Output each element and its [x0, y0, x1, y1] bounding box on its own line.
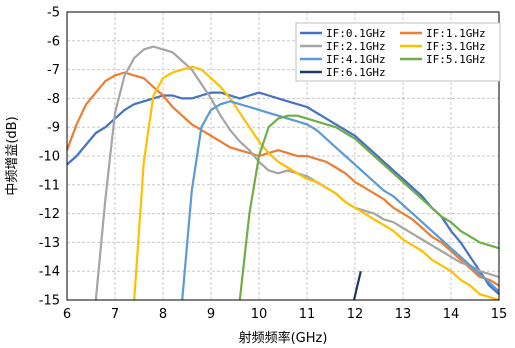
series-layer: [65, 45, 500, 302]
series-line-if-5-1ghz: [238, 114, 500, 301]
y-tick-label: -6: [47, 34, 60, 49]
legend-entry: IF:4.1GHz: [326, 53, 386, 66]
y-tick-label: -14: [39, 265, 60, 280]
x-tick-label: 8: [159, 307, 167, 322]
y-tick-label: -13: [39, 236, 60, 251]
legend-entry: IF:1.1GHz: [426, 27, 486, 40]
legend-entry: IF:2.1GHz: [326, 40, 386, 53]
series-line-if-1-1ghz: [65, 71, 500, 287]
legend-entry: IF:6.1GHz: [326, 66, 386, 79]
y-tick-label: -8: [47, 92, 60, 107]
legend-entry: IF:5.1GHz: [426, 53, 486, 66]
legend-box: [295, 22, 501, 82]
x-tick-label: 9: [207, 307, 215, 322]
x-tick-label: 11: [299, 307, 316, 322]
series-line-if-6-1ghz: [352, 270, 362, 301]
y-tick-label: -7: [47, 63, 60, 78]
series-line-if-4-1ghz: [181, 100, 500, 301]
series-line-if-3-1ghz: [133, 65, 500, 302]
y-tick-label: -11: [39, 178, 60, 193]
plot-frame: [66, 11, 500, 301]
y-tick-label: -5: [47, 6, 60, 21]
x-tick-label: 12: [347, 307, 364, 322]
x-tick-label: 7: [111, 307, 119, 322]
y-tick-labels: -15 -14 -13 -12 -11 -10 -9 -8 -7 -6 -5: [39, 6, 60, 309]
x-tick-label: 6: [63, 307, 71, 322]
y-tick-label: -15: [39, 294, 60, 309]
legend-entry: IF:3.1GHz: [426, 40, 486, 53]
x-axis-title: 射频频率(GHz): [239, 330, 328, 346]
series-line-if-0-1ghz: [66, 91, 500, 296]
y-tick-label: -9: [47, 121, 60, 136]
y-tick-label: -10: [39, 150, 60, 165]
x-tick-labels: 6 7 8 9 10 11 12 13 14 15: [63, 307, 507, 322]
legend: IF:0.1GHz IF:1.1GHz IF:2.1GHz IF:3.1GHz IF:4…: [295, 22, 501, 82]
x-tick-label: 15: [491, 307, 508, 322]
x-tick-label: 13: [395, 307, 412, 322]
y-tick-label: -12: [39, 207, 60, 222]
y-axis-title: 中频增益(dB): [5, 116, 20, 195]
x-tick-label: 10: [251, 307, 268, 322]
legend-entry: IF:0.1GHz: [326, 27, 386, 40]
x-tick-label: 14: [443, 307, 460, 322]
